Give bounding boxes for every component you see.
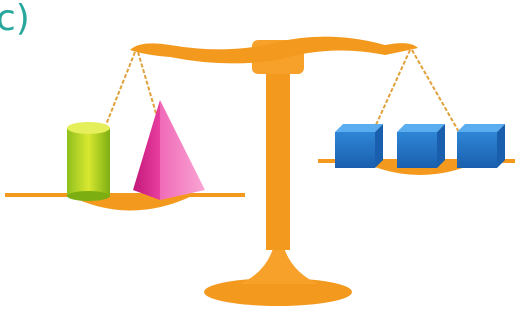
pyramid <box>133 100 205 200</box>
cubes <box>335 124 505 168</box>
pillar <box>266 70 290 250</box>
balance-scale-illustration: c) <box>0 0 516 309</box>
figure-label: c) <box>0 0 30 39</box>
cylinder <box>67 122 110 201</box>
